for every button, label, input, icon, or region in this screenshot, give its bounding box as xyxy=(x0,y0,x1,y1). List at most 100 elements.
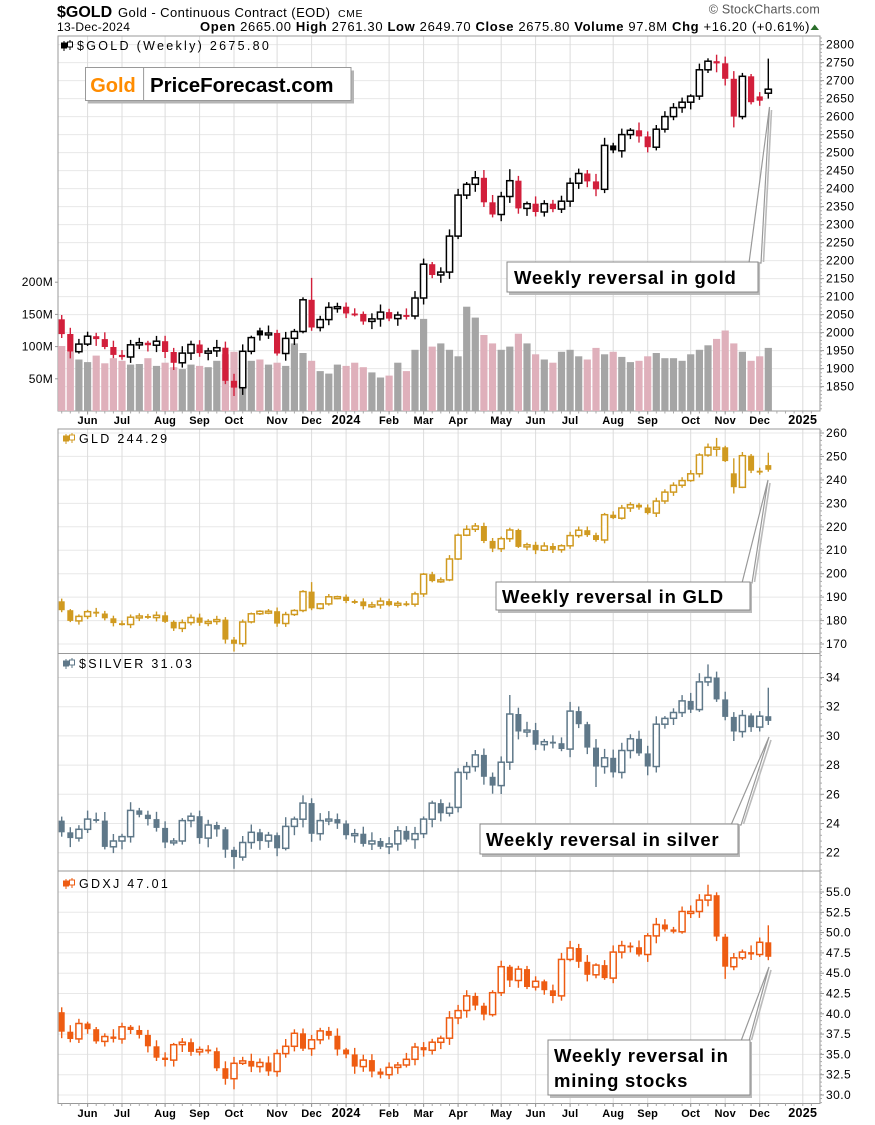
svg-text:50.0: 50.0 xyxy=(826,926,851,940)
svg-text:May: May xyxy=(490,415,513,427)
svg-text:2400: 2400 xyxy=(826,182,855,196)
svg-text:Aug: Aug xyxy=(154,415,176,427)
svg-text:2024: 2024 xyxy=(332,1106,361,1120)
svg-text:45.0: 45.0 xyxy=(826,966,851,980)
svg-text:Nov: Nov xyxy=(715,1108,737,1120)
svg-text:Mar: Mar xyxy=(414,415,435,427)
svg-text:2500: 2500 xyxy=(826,146,855,160)
svg-text:30: 30 xyxy=(826,729,840,743)
svg-text:CME: CME xyxy=(338,8,363,20)
svg-text:Feb: Feb xyxy=(379,415,399,427)
svg-text:2024: 2024 xyxy=(332,413,361,427)
svg-text:Mar: Mar xyxy=(414,1108,435,1120)
svg-text:Jul: Jul xyxy=(114,415,131,427)
svg-text:Oct: Oct xyxy=(681,415,700,427)
svg-text:Jun: Jun xyxy=(526,1108,546,1120)
svg-text:Jul: Jul xyxy=(562,415,579,427)
svg-text:Weekly reversal in gold: Weekly reversal in gold xyxy=(514,267,737,288)
svg-text:Weekly reversal in: Weekly reversal in xyxy=(554,1045,729,1066)
svg-text:Sep: Sep xyxy=(637,1108,658,1120)
svg-text:Jul: Jul xyxy=(114,1108,131,1120)
svg-text:32: 32 xyxy=(826,700,840,714)
svg-text:Dec: Dec xyxy=(301,1108,322,1120)
svg-text:$GOLD (Weekly) 2675.80: $GOLD (Weekly) 2675.80 xyxy=(77,39,271,53)
svg-text:2000: 2000 xyxy=(826,326,855,340)
svg-text:40.0: 40.0 xyxy=(826,1007,851,1021)
svg-text:47.5: 47.5 xyxy=(826,946,851,960)
svg-text:52.5: 52.5 xyxy=(826,905,851,919)
svg-text:240: 240 xyxy=(826,473,847,487)
svg-text:2750: 2750 xyxy=(826,56,855,70)
svg-text:PriceForecast.com: PriceForecast.com xyxy=(150,74,333,97)
svg-text:34: 34 xyxy=(826,671,840,685)
svg-text:2450: 2450 xyxy=(826,164,855,178)
svg-text:26: 26 xyxy=(826,787,840,801)
svg-text:37.5: 37.5 xyxy=(826,1027,851,1041)
svg-text:2250: 2250 xyxy=(826,236,855,250)
svg-text:Dec: Dec xyxy=(301,415,322,427)
svg-text:1900: 1900 xyxy=(826,362,855,376)
svg-text:2800: 2800 xyxy=(826,38,855,52)
svg-text:2700: 2700 xyxy=(826,74,855,88)
svg-text:Apr: Apr xyxy=(448,1108,468,1120)
svg-text:2550: 2550 xyxy=(826,128,855,142)
svg-text:Dec: Dec xyxy=(749,415,770,427)
svg-text:2300: 2300 xyxy=(826,218,855,232)
svg-text:Aug: Aug xyxy=(602,1108,624,1120)
svg-text:Weekly reversal in silver: Weekly reversal in silver xyxy=(486,829,719,850)
svg-text:Nov: Nov xyxy=(266,415,288,427)
svg-text:Gold - Continuous Contract (EO: Gold - Continuous Contract (EOD) xyxy=(118,5,330,20)
svg-text:Sep: Sep xyxy=(189,1108,210,1120)
svg-text:260: 260 xyxy=(826,426,847,440)
svg-text:Oct: Oct xyxy=(225,1108,244,1120)
svg-text:22: 22 xyxy=(826,846,840,860)
svg-text:200M: 200M xyxy=(22,275,53,289)
svg-text:30.0: 30.0 xyxy=(826,1088,851,1102)
svg-text:Nov: Nov xyxy=(715,415,737,427)
svg-text:50M: 50M xyxy=(29,372,53,386)
svg-text:© StockCharts.com: © StockCharts.com xyxy=(709,3,820,17)
svg-text:2200: 2200 xyxy=(826,254,855,268)
svg-text:Jun: Jun xyxy=(78,1108,98,1120)
svg-text:Apr: Apr xyxy=(448,415,468,427)
svg-text:$SILVER 31.03: $SILVER 31.03 xyxy=(79,657,194,671)
svg-text:150M: 150M xyxy=(22,307,53,321)
svg-text:Weekly reversal in GLD: Weekly reversal in GLD xyxy=(502,586,724,607)
svg-text:2025: 2025 xyxy=(788,1106,817,1120)
svg-text:Jun: Jun xyxy=(78,415,98,427)
svg-text:Jul: Jul xyxy=(562,1108,579,1120)
svg-text:Dec: Dec xyxy=(749,1108,770,1120)
svg-text:Sep: Sep xyxy=(189,415,210,427)
svg-text:Sep: Sep xyxy=(637,415,658,427)
svg-text:Nov: Nov xyxy=(266,1108,288,1120)
svg-text:2050: 2050 xyxy=(826,308,855,322)
svg-text:$GOLD: $GOLD xyxy=(57,4,112,21)
svg-text:200: 200 xyxy=(826,567,847,581)
svg-text:2600: 2600 xyxy=(826,110,855,124)
svg-text:2150: 2150 xyxy=(826,272,855,286)
svg-text:2025: 2025 xyxy=(788,413,817,427)
svg-text:1950: 1950 xyxy=(826,344,855,358)
svg-text:2350: 2350 xyxy=(826,200,855,214)
svg-text:55.0: 55.0 xyxy=(826,885,851,899)
svg-text:GLD 244.29: GLD 244.29 xyxy=(79,432,169,446)
svg-text:250: 250 xyxy=(826,449,847,463)
svg-text:35.0: 35.0 xyxy=(826,1047,851,1061)
svg-text:1850: 1850 xyxy=(826,380,855,394)
svg-text:230: 230 xyxy=(826,496,847,510)
svg-text:mining stocks: mining stocks xyxy=(554,1070,688,1091)
svg-text:Jun: Jun xyxy=(526,415,546,427)
svg-text:13-Dec-2024: 13-Dec-2024 xyxy=(57,20,130,34)
svg-text:100M: 100M xyxy=(22,340,53,354)
svg-text:Open 2665.00 High 2761.30 Low: Open 2665.00 High 2761.30 Low 2649.70 Cl… xyxy=(200,19,810,34)
svg-text:Aug: Aug xyxy=(602,415,624,427)
svg-text:GDXJ 47.01: GDXJ 47.01 xyxy=(79,877,170,891)
svg-text:170: 170 xyxy=(826,637,847,651)
svg-text:Aug: Aug xyxy=(154,1108,176,1120)
svg-text:Feb: Feb xyxy=(379,1108,399,1120)
svg-text:210: 210 xyxy=(826,543,847,557)
svg-text:28: 28 xyxy=(826,758,840,772)
svg-text:24: 24 xyxy=(826,817,840,831)
svg-text:Gold: Gold xyxy=(90,75,136,97)
svg-text:May: May xyxy=(490,1108,513,1120)
